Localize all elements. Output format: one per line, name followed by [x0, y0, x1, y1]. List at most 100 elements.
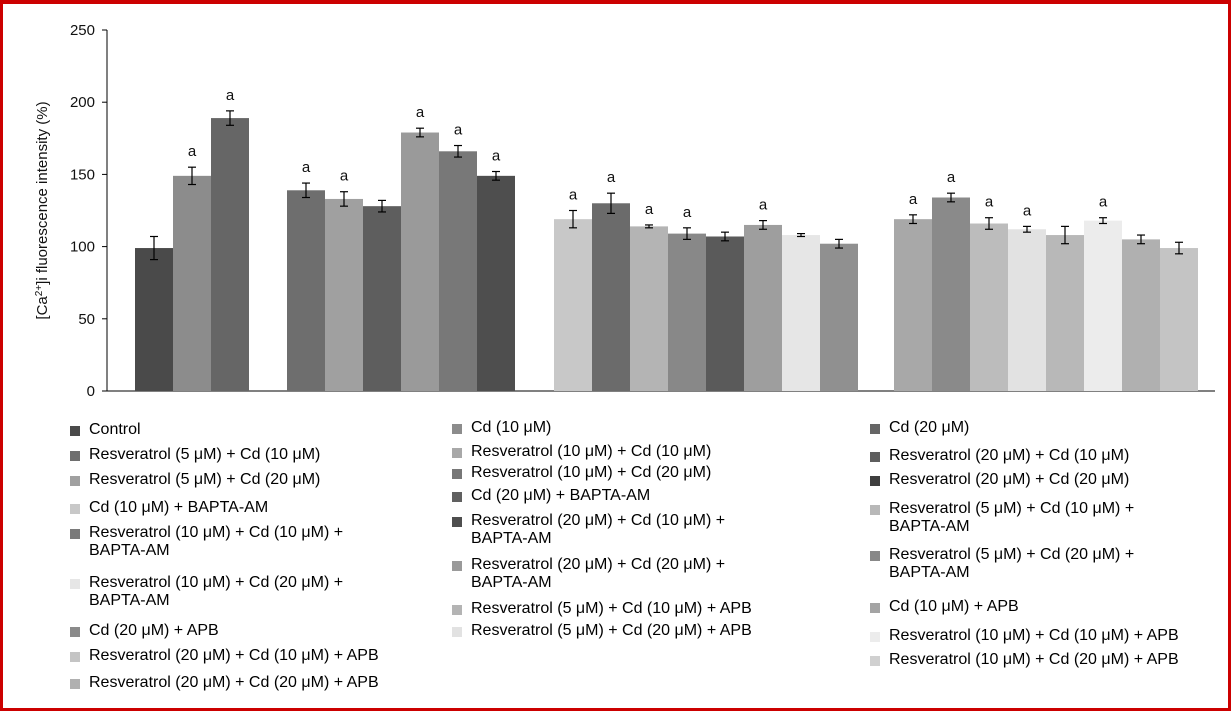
significance-label: a: [645, 201, 654, 218]
legend-swatch: [70, 529, 80, 539]
legend-item: Resveratrol (10 μM) + Cd (20 μM): [452, 464, 711, 482]
legend-swatch: [452, 424, 462, 434]
legend-label: Resveratrol (20 μM) + Cd (10 μM): [889, 447, 1130, 464]
legend-swatch: [70, 652, 80, 662]
y-tick-label: 0: [87, 383, 95, 400]
legend-swatch: [452, 627, 462, 637]
significance-label: a: [1023, 202, 1032, 219]
significance-label: a: [909, 191, 918, 208]
legend-label: Cd (10 μM): [471, 419, 552, 436]
legend-swatch: [70, 476, 80, 486]
significance-label: a: [340, 168, 349, 185]
legend-item: Resveratrol (20 μM) + Cd (10 μM): [870, 447, 1129, 465]
legend-swatch: [452, 561, 462, 571]
significance-label: a: [416, 104, 425, 121]
legend-item: Resveratrol (10 μM) + Cd (10 μM) + APB: [870, 627, 1179, 645]
bar: [744, 224, 782, 391]
significance-label: a: [683, 204, 692, 221]
legend-swatch: [452, 605, 462, 615]
y-tick-label: 50: [78, 311, 95, 328]
y-tick-label: 150: [70, 166, 95, 183]
legend-item: Resveratrol (10 μM) + Cd (10 μM) + BAPTA…: [70, 524, 343, 560]
legend-item: Resveratrol (20 μM) + Cd (20 μM): [870, 471, 1129, 489]
legend-label: Cd (20 μM) + APB: [89, 622, 219, 639]
legend-item: Cd (10 μM) + BAPTA-AM: [70, 499, 268, 517]
legend-item: Resveratrol (5 μM) + Cd (20 μM): [70, 471, 320, 489]
legend-label: Resveratrol (10 μM) + Cd (10 μM): [471, 443, 712, 460]
legend-swatch: [870, 452, 880, 462]
legend-item: Resveratrol (20 μM) + Cd (20 μM) + BAPTA…: [452, 556, 725, 592]
bar: [325, 198, 363, 391]
legend-swatch: [870, 656, 880, 666]
significance-label: a: [302, 159, 311, 176]
legend-swatch: [70, 627, 80, 637]
y-axis-label: [Ca2+]i fluorescence intensity (%): [34, 101, 52, 319]
bar: [287, 190, 325, 391]
legend-swatch: [870, 632, 880, 642]
legend-item: Resveratrol (5 μM) + Cd (10 μM) + APB: [452, 600, 752, 618]
significance-label: a: [492, 148, 501, 165]
y-tick-label: 200: [70, 94, 95, 111]
legend-item: Resveratrol (20 μM) + Cd (20 μM) + APB: [70, 674, 379, 692]
legend-label: Cd (10 μM) + APB: [889, 598, 1019, 615]
bar: [173, 175, 211, 391]
legend-item: Cd (20 μM) + BAPTA-AM: [452, 487, 650, 505]
bar: [211, 118, 249, 392]
bar: [1008, 229, 1046, 391]
legend-label: Resveratrol (20 μM) + Cd (20 μM) + APB: [89, 674, 379, 691]
significance-label: a: [569, 187, 578, 204]
legend-item: Control: [70, 421, 141, 439]
legend-label: Control: [89, 421, 141, 438]
legend-item: Resveratrol (5 μM) + Cd (20 μM) + APB: [452, 622, 752, 640]
legend-swatch: [70, 426, 80, 436]
legend-swatch: [452, 469, 462, 479]
legend-item: Cd (10 μM) + APB: [870, 598, 1019, 616]
legend-label: Resveratrol (10 μM) + Cd (10 μM) + APB: [889, 627, 1179, 644]
bar: [1160, 248, 1198, 391]
significance-label: a: [947, 169, 956, 186]
legend-label: Resveratrol (20 μM) + Cd (20 μM) + BAPTA…: [471, 556, 726, 591]
legend-label: Resveratrol (5 μM) + Cd (10 μM) + APB: [471, 600, 752, 617]
bar: [932, 197, 970, 391]
legend-label: Resveratrol (5 μM) + Cd (20 μM) + BAPTA-…: [889, 546, 1135, 581]
legend-label: Resveratrol (20 μM) + Cd (20 μM): [889, 471, 1130, 488]
bar: [630, 226, 668, 391]
legend-item: Resveratrol (20 μM) + Cd (10 μM) + BAPTA…: [452, 512, 725, 548]
legend-label: Resveratrol (5 μM) + Cd (10 μM): [89, 446, 321, 463]
legend-swatch: [870, 424, 880, 434]
bar: [439, 151, 477, 391]
legend-swatch: [70, 679, 80, 689]
legend-swatch: [70, 451, 80, 461]
legend-label: Resveratrol (10 μM) + Cd (20 μM): [471, 464, 712, 481]
bar: [894, 219, 932, 391]
legend-label: Resveratrol (5 μM) + Cd (10 μM) + BAPTA-…: [889, 500, 1135, 535]
bar: [477, 175, 515, 391]
legend-swatch: [70, 504, 80, 514]
bar: [820, 243, 858, 391]
significance-label: a: [985, 194, 994, 211]
legend-item: Resveratrol (20 μM) + Cd (10 μM) + APB: [70, 647, 379, 665]
significance-label: a: [188, 143, 197, 160]
significance-label: a: [759, 197, 768, 214]
legend-swatch: [870, 603, 880, 613]
legend-swatch: [452, 517, 462, 527]
legend-swatch: [870, 476, 880, 486]
bar: [668, 233, 706, 391]
bar: [970, 223, 1008, 391]
legend-item: Resveratrol (10 μM) + Cd (20 μM) + APB: [870, 651, 1179, 669]
legend-label: Cd (20 μM) + BAPTA-AM: [471, 487, 651, 504]
y-tick-label: 100: [70, 239, 95, 256]
legend-item: Resveratrol (5 μM) + Cd (10 μM): [70, 446, 320, 464]
bar: [592, 203, 630, 391]
legend-item: Cd (20 μM): [870, 419, 969, 437]
bar: [363, 206, 401, 391]
legend-swatch: [870, 551, 880, 561]
legend-label: Resveratrol (5 μM) + Cd (20 μM) + APB: [471, 622, 752, 639]
legend-item: Resveratrol (10 μM) + Cd (20 μM) + BAPTA…: [70, 574, 343, 610]
legend-item: Cd (10 μM): [452, 419, 551, 437]
bar: [782, 235, 820, 391]
legend-label: Resveratrol (10 μM) + Cd (20 μM) + BAPTA…: [89, 574, 344, 609]
legend-label: Resveratrol (20 μM) + Cd (10 μM) + APB: [89, 647, 379, 664]
legend-label: Resveratrol (5 μM) + Cd (20 μM): [89, 471, 321, 488]
legend-swatch: [452, 448, 462, 458]
